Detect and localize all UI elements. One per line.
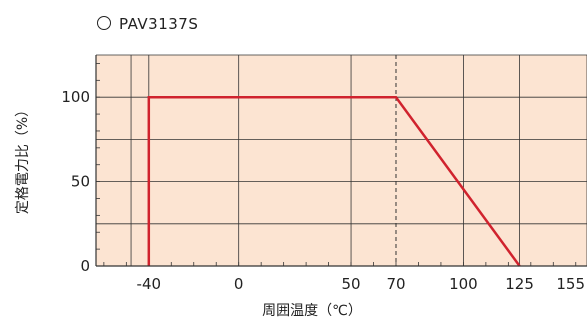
x-tick-label: 125 <box>505 275 534 293</box>
x-tick-label: 155 <box>556 275 585 293</box>
chart-title: PAV3137S <box>97 15 198 33</box>
x-tick-label: 50 <box>342 275 361 293</box>
x-tick-labels: -40 0 50 70 100 125 155 <box>137 275 585 293</box>
x-tick-label: 0 <box>234 275 244 293</box>
x-axis-label: 周囲温度（℃） <box>262 303 362 319</box>
derating-curve <box>147 95 521 267</box>
y-tick-label: 50 <box>71 173 90 191</box>
y-tick-label: 0 <box>80 257 90 275</box>
y-axis-label: 定格電力比（%） <box>15 103 31 214</box>
chart-title-text: PAV3137S <box>119 15 199 33</box>
x-tick-label: -40 <box>137 275 162 293</box>
y-tick-label: 100 <box>61 88 90 106</box>
y-tick-labels: 0 50 100 <box>61 88 90 275</box>
plot-area <box>96 55 587 266</box>
circle-bullet-icon <box>97 16 111 30</box>
x-tick-label: 100 <box>449 275 478 293</box>
minor-ticks <box>96 63 577 266</box>
x-tick-label: 70 <box>386 275 405 293</box>
